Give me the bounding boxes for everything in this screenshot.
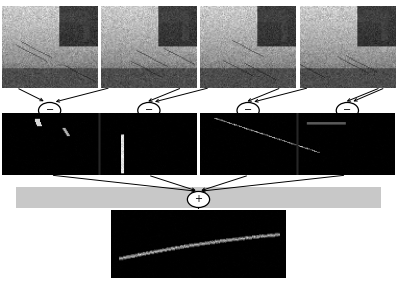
Text: −: − bbox=[145, 106, 153, 115]
Circle shape bbox=[336, 102, 358, 119]
Bar bbox=[16, 187, 381, 208]
Circle shape bbox=[237, 102, 259, 119]
Text: −: − bbox=[343, 106, 351, 115]
Text: +: + bbox=[195, 195, 202, 204]
Text: −: − bbox=[46, 106, 54, 115]
Text: −: − bbox=[244, 106, 252, 115]
Circle shape bbox=[138, 102, 160, 119]
Circle shape bbox=[187, 191, 210, 208]
Circle shape bbox=[39, 102, 61, 119]
